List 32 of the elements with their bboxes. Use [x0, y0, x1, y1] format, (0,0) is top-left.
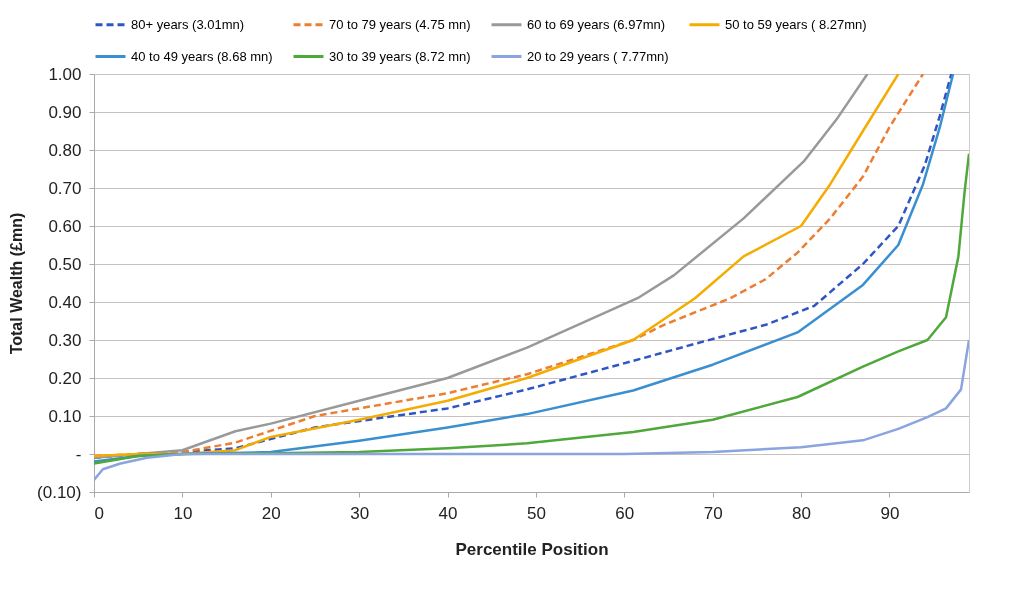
x-axis-title: Percentile Position: [455, 539, 609, 559]
x-tick-label: 50: [526, 503, 546, 523]
y-tick-label: 0.50: [48, 254, 82, 274]
y-tick-label: 0.10: [48, 406, 82, 426]
line-series: [94, 338, 969, 482]
x-tick-label: 30: [350, 503, 370, 523]
legend-label: 30 to 39 years (8.72 mn): [329, 48, 471, 64]
y-tick-label: (0.10): [37, 482, 82, 502]
y-tick-label: 0.60: [48, 216, 82, 236]
x-tick-label: 90: [880, 503, 900, 523]
y-tick-label: 0.90: [48, 102, 82, 122]
y-tick-label: 0.20: [48, 368, 82, 388]
y-axis-title: Total Wealth (£mn): [8, 212, 26, 355]
y-tick-label: 0.70: [48, 178, 82, 198]
y-tick-label: 1.00: [48, 64, 82, 84]
x-tick-label: 60: [615, 503, 635, 523]
legend-label: 80+ years (3.01mn): [131, 16, 245, 32]
legend-label: 70 to 79 years (4.75 mn): [329, 16, 471, 32]
x-tick-label: 70: [703, 503, 723, 523]
y-tick-label: 0.80: [48, 140, 82, 160]
legend-label: 40 to 49 years (8.68 mn): [131, 48, 273, 64]
y-tick-label: -: [75, 444, 82, 464]
x-tick-label: 10: [173, 503, 193, 523]
x-tick-label: 20: [261, 503, 281, 523]
legend-label: 50 to 59 years ( 8.27mn): [725, 16, 867, 32]
x-tick-label: 40: [438, 503, 458, 523]
y-tick-label: 0.30: [48, 330, 82, 350]
x-tick-label: 0: [94, 503, 104, 523]
legend-label: 20 to 29 years ( 7.77mn): [527, 48, 669, 64]
x-tick-label: 80: [792, 503, 812, 523]
y-tick-label: 0.40: [48, 292, 82, 312]
legend-label: 60 to 69 years (6.97mn): [527, 16, 666, 32]
